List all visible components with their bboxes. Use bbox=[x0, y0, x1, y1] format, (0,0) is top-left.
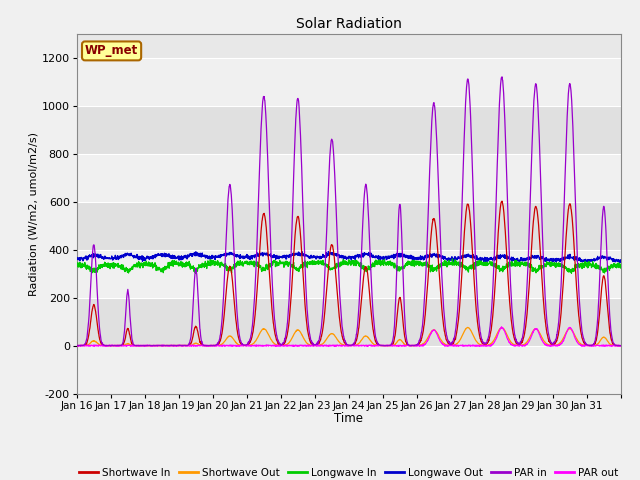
Y-axis label: Radiation (W/m2, umol/m2/s): Radiation (W/m2, umol/m2/s) bbox=[29, 132, 39, 296]
Bar bbox=[77, 58, 621, 106]
Bar bbox=[77, 106, 621, 154]
Bar bbox=[77, 346, 621, 394]
X-axis label: Time: Time bbox=[334, 412, 364, 425]
Bar bbox=[77, 298, 621, 346]
Bar bbox=[77, 154, 621, 202]
Bar bbox=[77, 250, 621, 298]
Text: WP_met: WP_met bbox=[85, 44, 138, 58]
Bar bbox=[77, 202, 621, 250]
Legend: Shortwave In, Shortwave Out, Longwave In, Longwave Out, PAR in, PAR out: Shortwave In, Shortwave Out, Longwave In… bbox=[76, 464, 622, 480]
Title: Solar Radiation: Solar Radiation bbox=[296, 17, 402, 31]
